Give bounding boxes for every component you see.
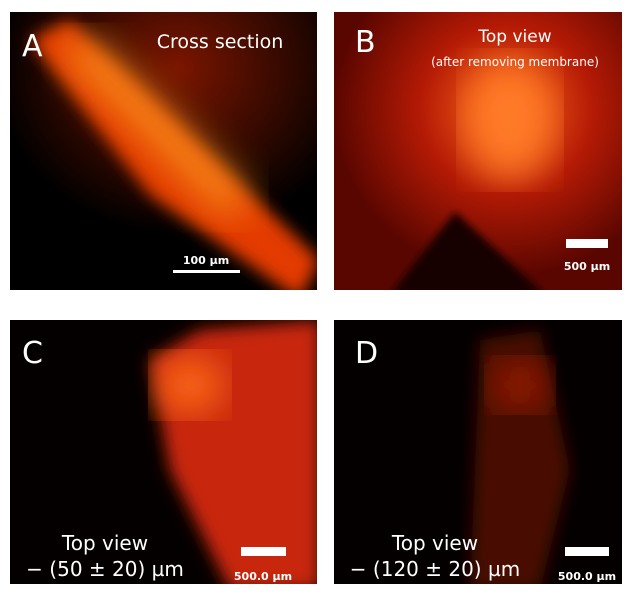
panel-c: C Top view − (50 ± 20) µm 500.0 µm xyxy=(10,320,320,590)
page: A Cross section 100 µm B Top view (after… xyxy=(0,0,630,594)
panel-title: Top view xyxy=(477,27,551,47)
scale-bar xyxy=(565,547,609,556)
scale-bar xyxy=(241,547,286,556)
figure: A Cross section 100 µm B Top view (after… xyxy=(0,0,630,594)
scale-bar xyxy=(173,270,240,273)
panel-letter: B xyxy=(355,25,376,60)
panel-subtitle: − (120 ± 20) µm xyxy=(350,557,520,581)
panel-letter: C xyxy=(22,336,43,371)
panel-title: Cross section xyxy=(157,31,284,53)
panel-letter: A xyxy=(22,29,43,64)
panel-subtitle: (after removing membrane) xyxy=(431,55,599,69)
scale-bar-label: 100 µm xyxy=(183,254,229,267)
panel-subtitle: − (50 ± 20) µm xyxy=(26,557,184,581)
scale-bar xyxy=(566,239,608,248)
panel-title: Top view xyxy=(391,531,478,555)
panel-letter: D xyxy=(355,336,378,371)
panel-a: A Cross section 100 µm xyxy=(10,12,320,300)
panel-title: Top view xyxy=(61,531,148,555)
panel-b: B Top view (after removing membrane) 500… xyxy=(334,12,622,295)
scale-bar-label: 500.0 µm xyxy=(558,570,616,583)
scale-bar-label: 500.0 µm xyxy=(234,570,292,583)
scale-bar-label: 500 µm xyxy=(564,260,610,273)
panel-d: D Top view − (120 ± 20) µm 500.0 µm xyxy=(334,320,622,590)
